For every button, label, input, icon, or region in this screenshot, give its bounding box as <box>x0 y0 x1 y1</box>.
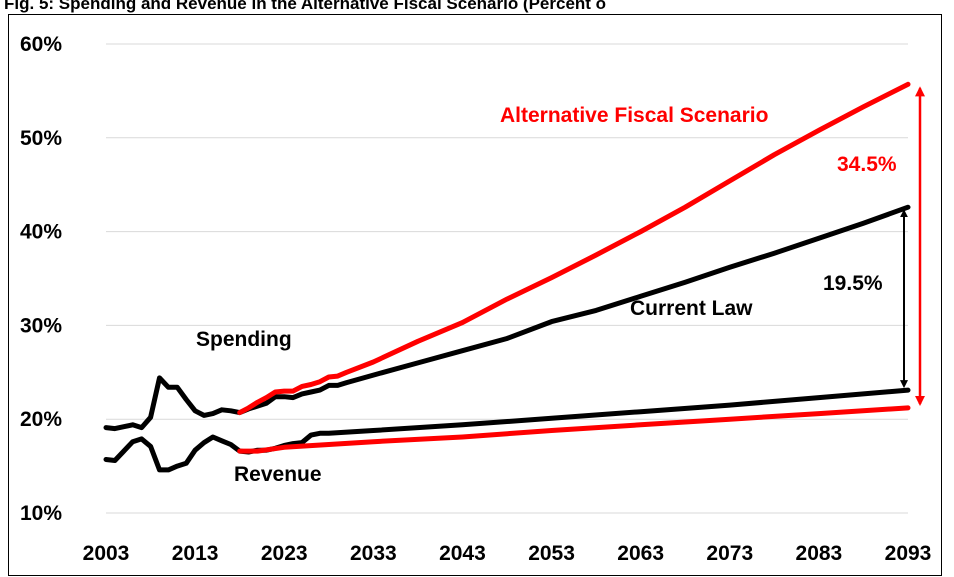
x-tick-label: 2073 <box>706 542 753 565</box>
x-tick-label: 2033 <box>350 542 397 565</box>
x-tick-label: 2063 <box>617 542 664 565</box>
x-tick-label: 2003 <box>83 542 130 565</box>
alternative-revenue-line <box>237 405 911 454</box>
series-lines <box>103 81 911 473</box>
y-tick-label: 50% <box>20 127 62 150</box>
x-tick-label: 2013 <box>172 542 219 565</box>
spending-label: Spending <box>196 328 292 351</box>
x-tick-label: 2043 <box>439 542 486 565</box>
chart-frame <box>8 14 942 576</box>
y-tick-label: 20% <box>20 408 62 431</box>
current-law-revenue-line <box>103 387 911 473</box>
chart-title: Fig. 5: Spending and Revenue in the Alte… <box>4 0 607 13</box>
y-tick-label: 10% <box>20 502 62 525</box>
alternative-scenario-label: Alternative Fiscal Scenario <box>500 104 768 127</box>
x-tick-label: 2093 <box>885 542 932 565</box>
x-tick-label: 2023 <box>261 542 308 565</box>
gap-current-label: 19.5% <box>823 272 883 295</box>
y-tick-label: 60% <box>20 33 62 56</box>
revenue-label: Revenue <box>234 463 322 486</box>
alternative-spending-line <box>237 81 911 416</box>
x-axis: 2003 2013 2023 2033 2043 2053 2063 2073 2083 2093 <box>83 542 932 565</box>
x-tick-label: 2053 <box>528 542 575 565</box>
y-tick-label: 30% <box>20 314 62 337</box>
current-law-spending-line <box>103 204 911 432</box>
y-tick-label: 40% <box>20 221 62 244</box>
x-tick-label: 2083 <box>796 542 843 565</box>
y-axis: 10% 20% 30% 40% 50% 60% <box>20 33 62 525</box>
current-law-label: Current Law <box>630 297 753 320</box>
gap-arrows <box>900 86 925 406</box>
gap-alternative-label: 34.5% <box>837 153 897 176</box>
